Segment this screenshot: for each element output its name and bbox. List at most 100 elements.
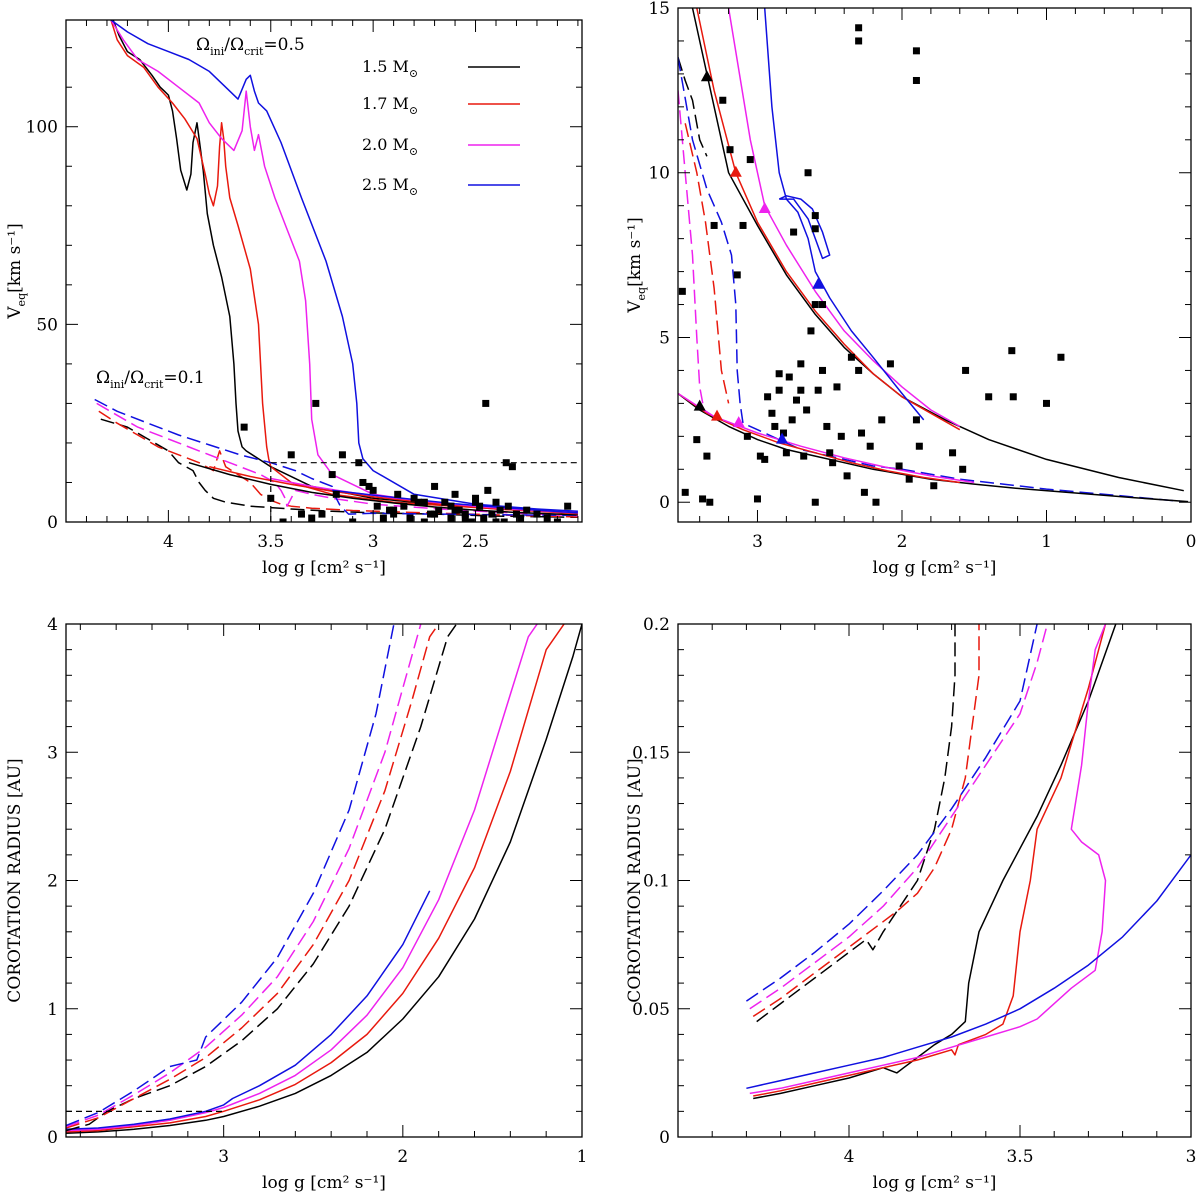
data-point <box>792 396 800 404</box>
plot-area <box>678 8 1189 506</box>
data-point <box>1008 347 1016 355</box>
data-point <box>800 452 808 460</box>
data-point <box>312 399 320 407</box>
data-point <box>855 37 863 45</box>
y-tick-label: 5 <box>659 328 670 348</box>
series-line <box>66 890 431 1131</box>
data-point <box>379 514 387 522</box>
series-line <box>66 624 422 1128</box>
series-line <box>749 624 1107 1095</box>
data-point <box>512 510 520 518</box>
data-point <box>447 514 455 522</box>
y-tick-label: 0.15 <box>632 743 670 763</box>
series-line <box>684 123 730 404</box>
series-line <box>691 8 1184 492</box>
series-line <box>110 20 578 514</box>
data-point <box>240 423 248 431</box>
data-point <box>287 451 295 459</box>
plot-area <box>66 624 582 1134</box>
data-point <box>678 287 686 295</box>
data-point <box>775 386 783 394</box>
data-point <box>811 498 819 506</box>
data-point <box>699 495 707 503</box>
data-point <box>369 486 377 494</box>
triangle-marker <box>732 416 745 428</box>
y-tick-label: 100 <box>26 118 58 138</box>
triangle-marker <box>812 277 825 289</box>
data-point <box>359 478 367 486</box>
data-point <box>400 502 408 510</box>
x-tick-label: 4 <box>163 532 174 552</box>
data-point <box>804 169 812 177</box>
data-point <box>480 514 488 522</box>
plot-area <box>94 20 578 522</box>
triangle-marker <box>711 409 724 421</box>
series-line <box>778 195 831 260</box>
data-point <box>764 393 772 401</box>
y-tick-label: 0.1 <box>643 872 670 892</box>
data-point <box>523 506 531 514</box>
data-point <box>279 518 287 522</box>
data-point <box>761 455 769 463</box>
series-line <box>745 624 1038 1002</box>
triangle-marker <box>729 165 742 177</box>
data-point <box>807 327 815 335</box>
series-line <box>94 398 578 517</box>
panel-bottom-right: 4 3.5 3 0 0.05 0.1 0.15 0.2 log g [cm² s⁻¹] COROT… <box>625 615 1196 1193</box>
series-line <box>678 392 1189 503</box>
x-tick-label: 3 <box>752 532 763 552</box>
plot-frame <box>677 623 1192 1138</box>
data-point <box>746 156 754 164</box>
legend-entry: 2.0 M⊙ <box>362 135 520 158</box>
data-point <box>533 510 541 518</box>
data-point <box>1042 399 1050 407</box>
plot-frame <box>677 7 1192 523</box>
series-line <box>753 624 1107 1097</box>
data-point <box>431 482 439 490</box>
data-point <box>847 353 855 361</box>
y-tick-label: 10 <box>648 164 670 184</box>
y-tick-label: 15 <box>648 0 670 19</box>
data-point <box>858 429 866 437</box>
y-tick-label: 3 <box>47 743 58 763</box>
x-tick-label: 1 <box>1041 532 1052 552</box>
series-line <box>332 489 578 514</box>
legend-entry: 1.5 M⊙ <box>362 57 520 80</box>
series-line <box>66 624 582 1134</box>
data-point <box>435 506 443 514</box>
x-tick-label: 1 <box>577 1147 588 1167</box>
x-axis-label: log g [cm² s⁻¹] <box>873 1173 997 1193</box>
data-point <box>426 510 434 518</box>
data-point <box>797 386 805 394</box>
data-point <box>496 506 504 514</box>
data-point <box>447 502 455 510</box>
x-tick-label: 3.5 <box>257 532 284 552</box>
plot-frame <box>65 19 583 523</box>
data-point <box>912 47 920 55</box>
data-point <box>912 416 920 424</box>
series-line <box>112 20 578 514</box>
y-tick-label: 2 <box>47 872 58 892</box>
data-point <box>719 96 727 104</box>
legend-label: 2.0 M⊙ <box>362 135 418 158</box>
plot-area <box>745 624 1191 1100</box>
series-line <box>110 20 578 513</box>
series-line <box>763 8 925 421</box>
data-point <box>855 24 863 32</box>
series-line <box>749 624 1049 1010</box>
data-point <box>517 514 525 522</box>
data-point <box>756 452 764 460</box>
data-point <box>472 498 480 506</box>
series-line <box>66 624 565 1133</box>
data-point <box>431 510 439 518</box>
data-point <box>811 225 819 233</box>
x-tick-label: 3 <box>218 1147 229 1167</box>
x-tick-label: 3.5 <box>1006 1147 1033 1167</box>
data-point <box>743 432 751 440</box>
data-point <box>508 463 516 471</box>
y-tick-label: 0.05 <box>632 1000 670 1020</box>
x-tick-label: 2.5 <box>462 532 489 552</box>
data-point <box>1009 393 1017 401</box>
triangle-marker <box>776 432 789 444</box>
